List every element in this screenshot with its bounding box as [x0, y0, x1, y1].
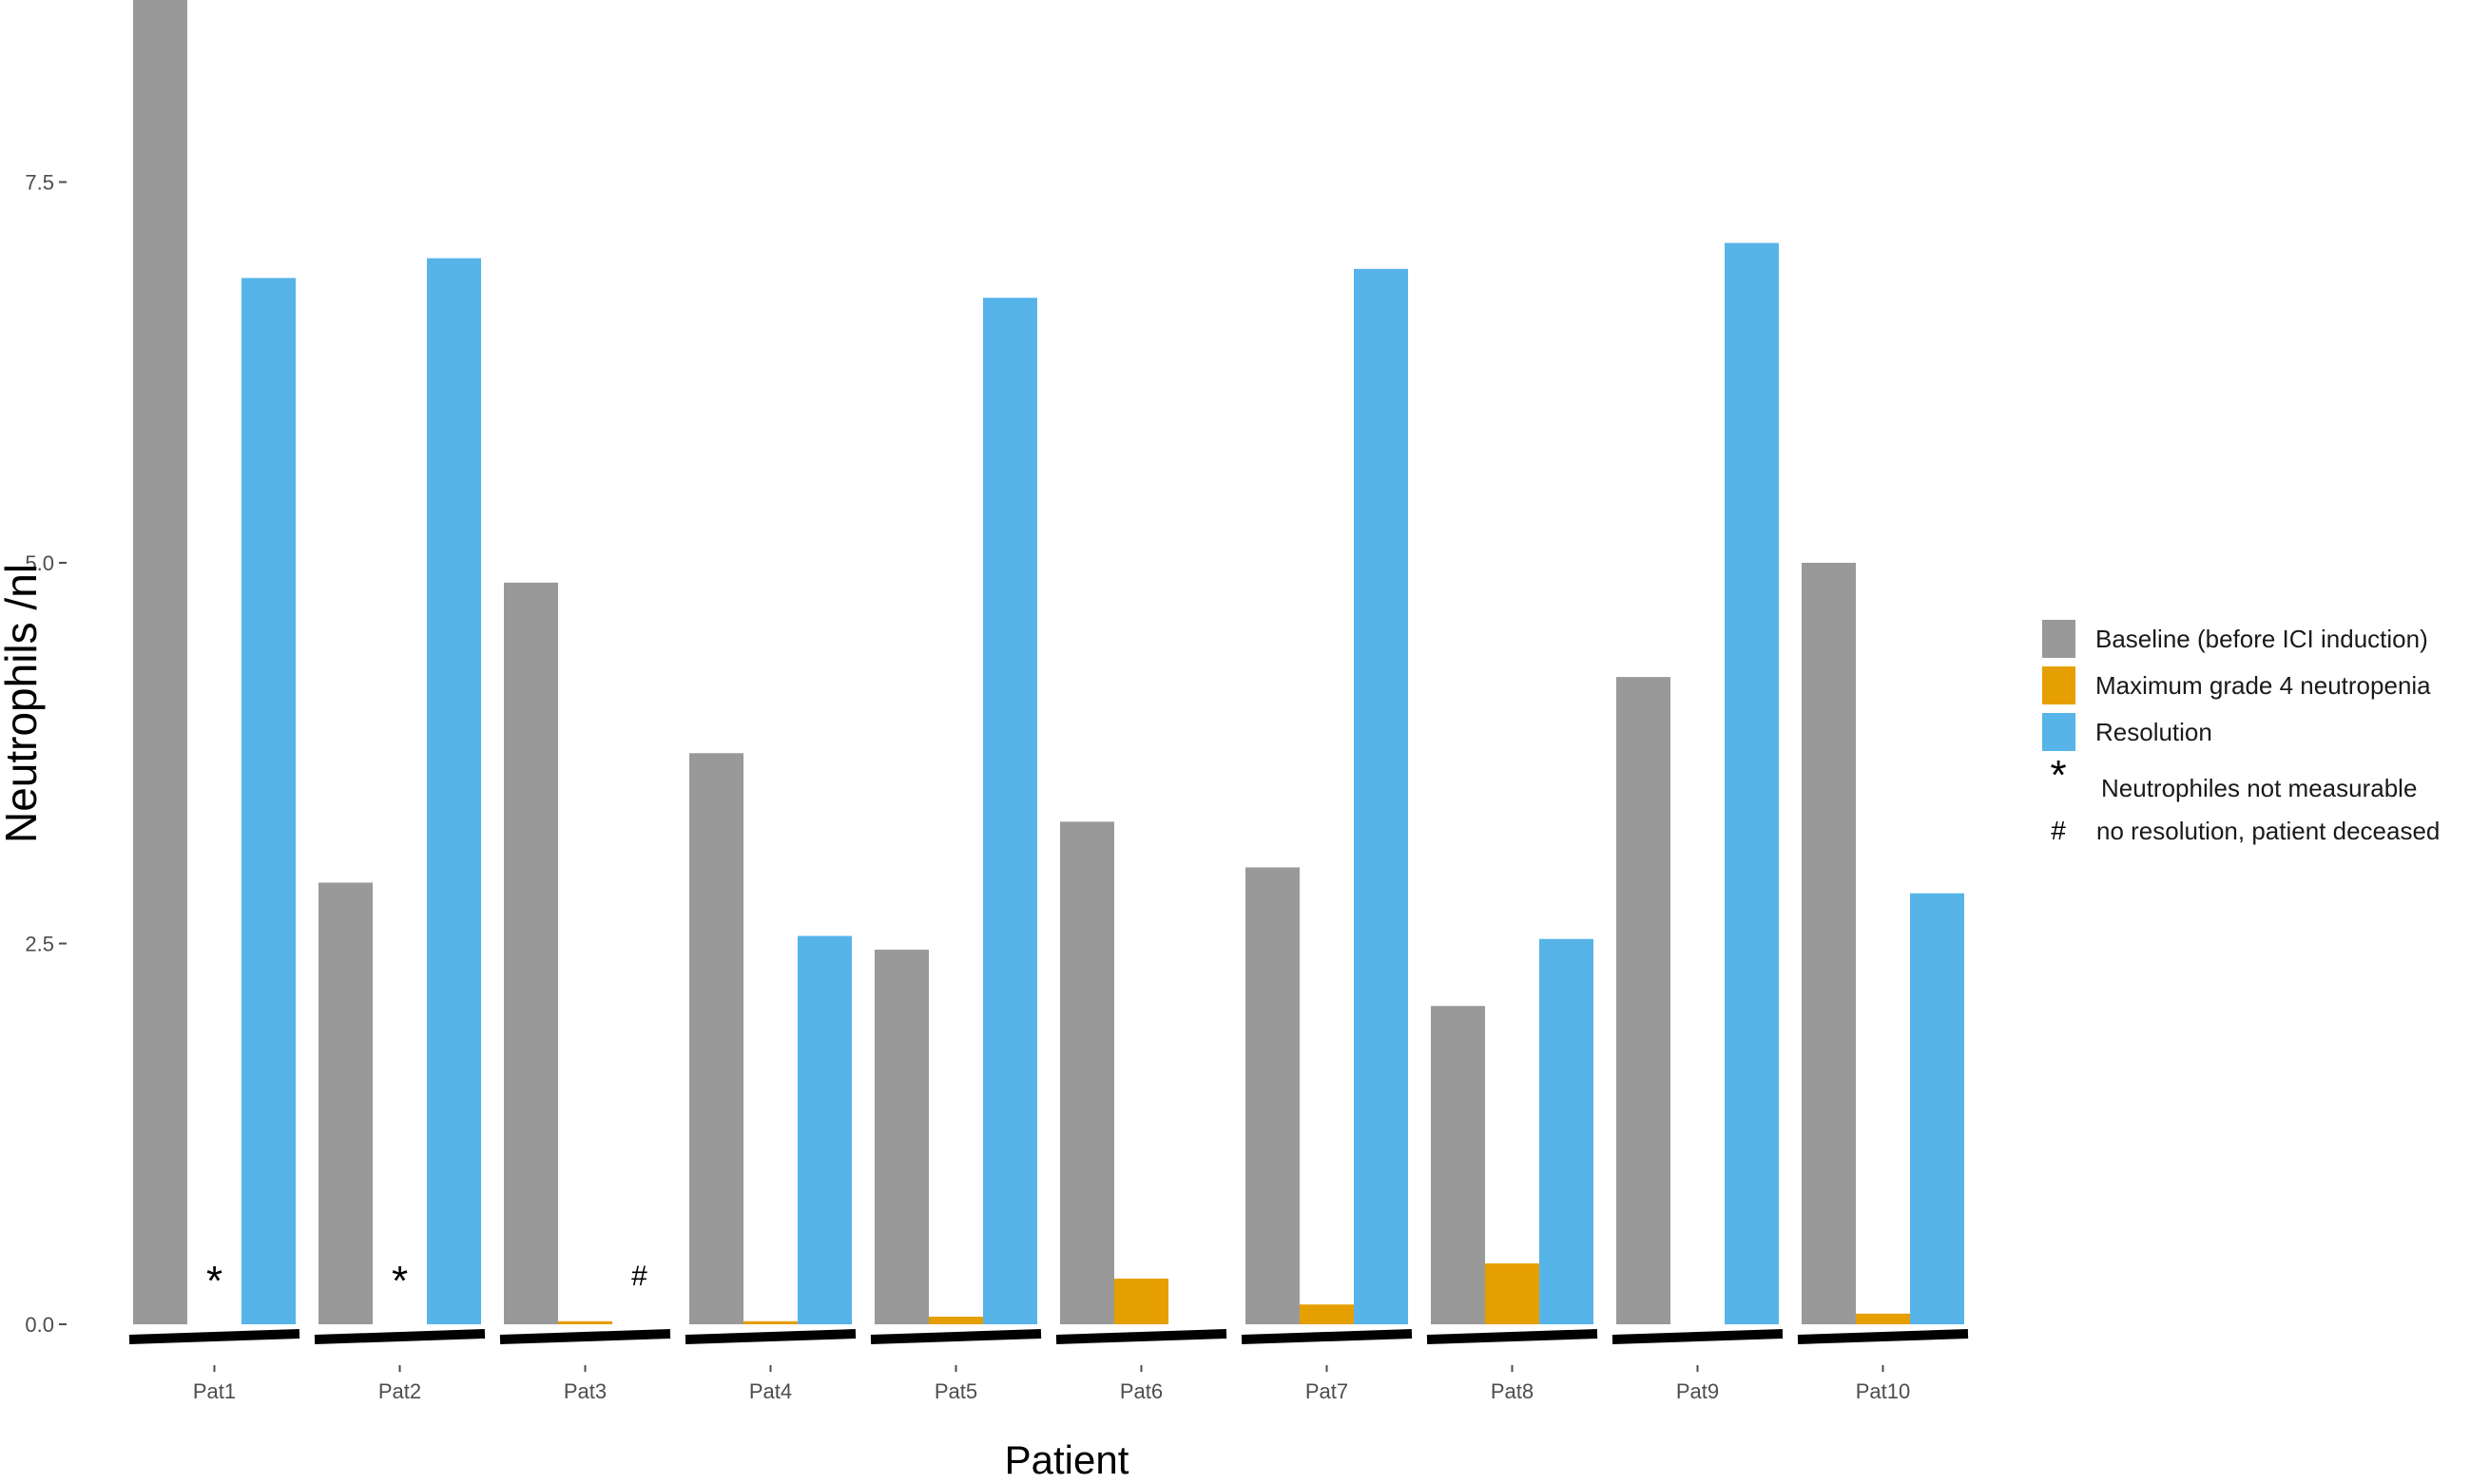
bar-pat3-baseline-before-ici-induction: [504, 582, 558, 1324]
bar-pat7-baseline-before-ici-induction: [1245, 867, 1300, 1324]
group-underline-pat7: [1241, 1329, 1413, 1344]
bar-pat4-resolution: [798, 935, 852, 1324]
bar-pat7-maximum-grade-4-neutropenia: [1300, 1304, 1354, 1324]
x-tick-label-pat2: Pat2: [378, 1379, 421, 1403]
group-underline-pat6: [1055, 1329, 1227, 1344]
x-tick-label-pat9: Pat9: [1676, 1379, 1719, 1403]
bar-pat10-maximum-grade-4-neutropenia: [1856, 1313, 1910, 1324]
y-tick-label: 2.5: [25, 933, 54, 956]
bar-pat6-maximum-grade-4-neutropenia: [1114, 1278, 1168, 1324]
bar-pat8-resolution: [1539, 938, 1593, 1324]
group-underline-pat3: [499, 1329, 671, 1344]
legend-key-maximum-grade-4-neutropenia: [2042, 666, 2075, 704]
legend-label-neutrophiles-not-measurable: Neutrophiles not measurable: [2101, 774, 2417, 802]
group-underline-pat9: [1611, 1329, 1784, 1344]
x-tick-label-pat5: Pat5: [935, 1379, 977, 1403]
x-tick-label-pat6: Pat6: [1120, 1379, 1163, 1403]
group-underline-pat2: [314, 1329, 486, 1344]
x-tick-label-pat1: Pat1: [193, 1379, 236, 1403]
bar-pat10-baseline-before-ici-induction: [1802, 563, 1856, 1324]
bars-layer: [133, 0, 1964, 1325]
bar-pat1-baseline-before-ici-induction: [133, 0, 187, 1324]
group-underline-pat4: [685, 1329, 857, 1344]
bar-pat5-maximum-grade-4-neutropenia: [929, 1316, 983, 1324]
y-axis-title: Neutrophils /nl: [0, 564, 46, 843]
x-tick-label-pat4: Pat4: [749, 1379, 792, 1403]
legend-label-no-resolution-patient-deceased: no resolution, patient deceased: [2096, 817, 2440, 845]
legend-label-maximum-grade-4-neutropenia: Maximum grade 4 neutropenia: [2095, 671, 2431, 700]
bar-pat8-maximum-grade-4-neutropenia: [1485, 1262, 1539, 1324]
legend-key-resolution: [2042, 713, 2075, 751]
bar-pat8-baseline-before-ici-induction: [1431, 1006, 1485, 1324]
x-tick-label-pat3: Pat3: [564, 1379, 607, 1403]
group-underlines: [128, 1329, 1969, 1344]
bar-pat6-baseline-before-ici-induction: [1060, 821, 1114, 1324]
group-underline-pat5: [870, 1329, 1042, 1344]
legend-symbol-hash: #: [2051, 816, 2066, 845]
bar-pat3-maximum-grade-4-neutropenia: [558, 1320, 612, 1324]
group-underline-pat10: [1797, 1329, 1969, 1344]
bar-pat5-resolution: [983, 298, 1037, 1325]
bar-pat4-maximum-grade-4-neutropenia: [743, 1320, 798, 1324]
legend-key-baseline-before-ici-induction: [2042, 620, 2075, 658]
group-underline-pat8: [1426, 1329, 1598, 1344]
x-axis: Pat1 Pat2 Pat3 Pat4 Pat5 Pat6 Pat7 Pat8 Pat9 Pat1…: [193, 1365, 1910, 1403]
bar-pat9-baseline-before-ici-induction: [1616, 677, 1670, 1324]
group-underline-pat1: [128, 1329, 300, 1344]
y-tick-label: 0.0: [25, 1313, 54, 1337]
x-tick-label-pat10: Pat10: [1856, 1379, 1911, 1403]
marker-pat2: *: [392, 1258, 408, 1304]
annotation-markers: * * #: [206, 1258, 647, 1304]
y-axis: 0.0 2.5 5.0 7.5: [25, 171, 67, 1337]
y-tick-label: 7.5: [25, 171, 54, 195]
y-tick-label: 5.0: [25, 551, 54, 575]
bar-pat2-resolution: [427, 258, 481, 1325]
bar-pat9-resolution: [1725, 242, 1779, 1325]
marker-pat3: #: [631, 1261, 647, 1292]
marker-pat1: *: [206, 1258, 222, 1304]
bar-pat1-resolution: [241, 278, 296, 1324]
bar-pat7-resolution: [1354, 268, 1408, 1325]
bar-pat2-baseline-before-ici-induction: [318, 882, 373, 1324]
legend-label-resolution: Resolution: [2095, 718, 2212, 746]
x-tick-label-pat8: Pat8: [1491, 1379, 1534, 1403]
bar-pat4-baseline-before-ici-induction: [689, 753, 743, 1324]
x-axis-title: Patient: [1005, 1437, 1129, 1482]
bar-pat10-resolution: [1910, 893, 1964, 1324]
legend-label-baseline-before-ici-induction: Baseline (before ICI induction): [2095, 625, 2428, 653]
legend: Baseline (before ICI induction) Maximum g…: [2042, 620, 2440, 845]
bar-pat5-baseline-before-ici-induction: [875, 949, 929, 1324]
legend-symbol-asterisk: *: [2050, 752, 2066, 799]
x-tick-label-pat7: Pat7: [1305, 1379, 1348, 1403]
